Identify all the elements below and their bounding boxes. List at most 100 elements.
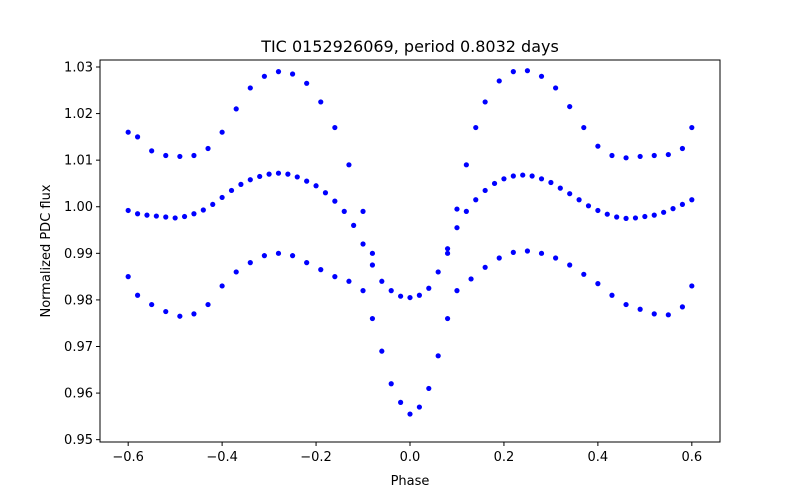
y-axis-label: Normalized PDC flux	[39, 184, 54, 317]
x-tick-label: 0.6	[681, 450, 702, 465]
data-point	[510, 173, 516, 179]
chart-title: TIC 0152926069, period 0.8032 days	[260, 37, 559, 56]
data-point	[332, 198, 338, 204]
data-point	[219, 129, 225, 135]
data-point	[275, 69, 282, 75]
x-tick-label: 0.0	[400, 450, 421, 465]
data-point	[416, 404, 422, 410]
data-point	[435, 353, 441, 359]
data-point	[689, 197, 695, 203]
data-point	[454, 206, 460, 212]
y-tick-label: 0.96	[64, 387, 93, 402]
data-point	[665, 312, 671, 318]
data-point	[172, 215, 178, 221]
data-point	[125, 274, 131, 280]
data-point	[553, 85, 559, 91]
data-point	[261, 73, 267, 79]
data-point	[454, 225, 460, 231]
data-point	[473, 197, 479, 203]
data-point	[388, 381, 394, 387]
data-point	[614, 214, 620, 220]
data-point	[153, 213, 159, 219]
data-point	[233, 269, 239, 275]
data-point	[238, 181, 244, 187]
data-point	[149, 301, 155, 308]
data-point	[360, 288, 366, 294]
data-point	[679, 304, 686, 310]
scatter-points	[125, 68, 695, 417]
data-point	[557, 185, 563, 191]
data-point	[454, 288, 460, 294]
data-point	[651, 152, 657, 159]
data-point	[407, 294, 413, 301]
data-point	[496, 255, 502, 261]
data-point	[134, 134, 141, 140]
data-point	[318, 99, 324, 105]
data-point	[651, 311, 657, 317]
x-tick-label: −0.6	[112, 450, 144, 465]
data-point	[482, 264, 488, 270]
data-point	[444, 315, 451, 322]
data-point	[529, 173, 535, 179]
data-point	[134, 211, 141, 217]
data-point	[444, 246, 451, 252]
data-point	[289, 253, 296, 259]
data-point	[637, 306, 643, 312]
data-point	[426, 285, 432, 291]
data-point	[637, 153, 643, 160]
data-point	[482, 99, 488, 105]
y-axis-ticks: 0.95 0.96 0.97 0.98 0.99 1.00 1.01 1.02 1.03	[64, 60, 100, 448]
data-point	[289, 71, 296, 77]
y-tick-label: 1.03	[64, 60, 93, 75]
data-point	[191, 211, 197, 217]
data-point	[576, 197, 582, 203]
y-tick-label: 1.02	[64, 107, 93, 122]
data-point	[332, 274, 338, 280]
data-point	[435, 269, 441, 275]
x-axis-label: Phase	[391, 474, 430, 489]
data-point	[228, 187, 235, 194]
data-point	[294, 174, 300, 180]
data-point	[304, 178, 310, 184]
data-point	[510, 249, 516, 255]
y-tick-label: 0.97	[64, 340, 93, 355]
data-point	[567, 191, 573, 197]
data-point	[332, 124, 338, 131]
data-point	[510, 69, 516, 75]
data-point	[538, 176, 545, 182]
data-point	[444, 250, 451, 256]
data-point	[585, 203, 592, 209]
data-point	[567, 262, 573, 268]
data-point	[200, 207, 206, 213]
data-point	[304, 260, 310, 266]
data-point	[538, 73, 545, 79]
data-point	[163, 152, 169, 159]
data-point	[275, 250, 282, 256]
data-point	[233, 106, 239, 112]
data-point	[346, 162, 352, 168]
data-point	[219, 194, 225, 201]
y-tick-label: 1.01	[64, 154, 93, 169]
data-point	[482, 187, 488, 194]
data-point	[275, 170, 282, 176]
data-point	[318, 267, 324, 273]
data-point	[191, 152, 197, 159]
data-point	[219, 283, 225, 289]
data-point	[623, 155, 629, 161]
data-point	[398, 399, 404, 405]
data-point	[623, 215, 629, 221]
x-tick-label: 0.4	[588, 450, 609, 465]
data-point	[689, 124, 695, 131]
data-point	[369, 262, 376, 268]
data-point	[661, 209, 667, 215]
data-point	[524, 68, 531, 74]
data-point	[416, 292, 422, 298]
data-point	[501, 176, 507, 182]
data-point	[346, 278, 352, 284]
data-point	[125, 207, 131, 214]
data-point	[520, 172, 526, 178]
data-point	[491, 180, 498, 187]
data-point	[247, 177, 253, 183]
